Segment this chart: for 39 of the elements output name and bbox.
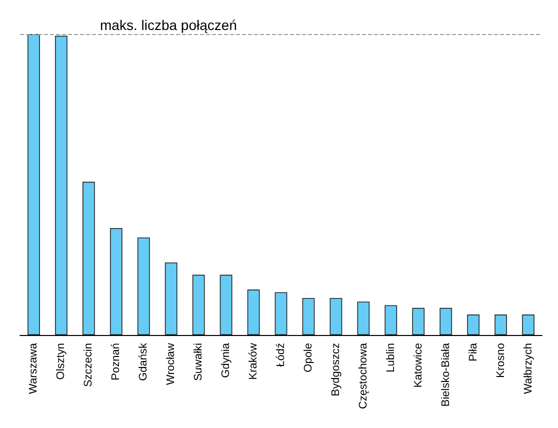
bar [247,290,260,335]
bar [192,274,205,335]
x-tick-label: Piła [467,342,480,362]
bar [330,298,342,335]
x-tick-label: Wałbrzych [522,343,534,394]
bar [494,314,507,335]
bar [302,298,315,335]
x-tick-label: Warszawa [28,342,40,394]
bar [440,308,452,335]
bar [467,314,480,335]
bar [55,36,68,335]
x-tick-label: Olsztyn [55,343,68,380]
x-tick-label: Suwałki [192,343,205,381]
x-tick-label: Wrocław [165,342,178,385]
bar [110,228,122,335]
x-tick-label: Łódź [275,343,287,367]
bar [220,274,232,335]
bar [274,292,288,335]
x-tick-label: Bielsko-Biała [440,342,452,407]
bar [82,182,95,335]
bar [164,262,178,335]
bar [28,34,40,335]
x-tick-label: Krosno [494,343,507,378]
ref-line-label: maks. liczba połączeń [100,17,237,33]
bar [384,305,398,335]
x-tick-label: Bydgoszcz [330,343,342,396]
x-tick-label: Szczecin [82,343,95,388]
bar [412,308,425,335]
x-tick-label: Częstochowa [357,342,370,410]
x-tick-label: Gdańsk [138,342,150,381]
x-tick-label: Lublin [384,343,397,372]
bar [522,314,534,335]
x-tick-label: Poznań [110,343,122,380]
bar [357,302,370,335]
x-tick-label: Kraków [248,342,260,380]
x-tick-label: Katowice [412,343,424,388]
bar [137,237,150,335]
x-tick-label: Gdynia [220,342,232,378]
x-tick-label: Opole [302,343,314,372]
